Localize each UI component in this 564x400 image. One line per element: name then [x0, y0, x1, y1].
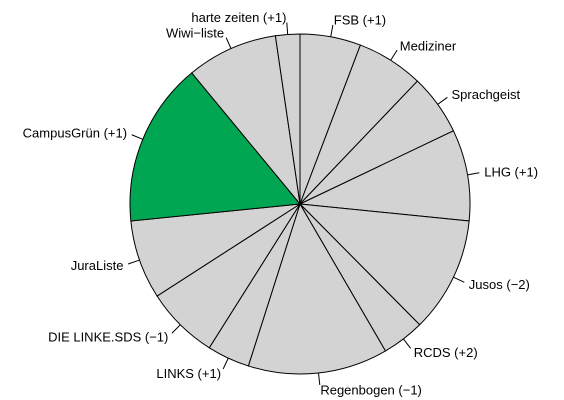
label-links-1: LINKS (+1) [156, 366, 221, 381]
leader-links-1 [222, 357, 229, 370]
leader-campusgr-n-1 [131, 134, 143, 140]
slice-labels: FSB (+1) Mediziner Sprachgeist LHG (+1) Juso… [23, 10, 538, 397]
leader-juraliste [128, 259, 140, 265]
label-campusgr-n-1: CampusGrün (+1) [23, 125, 127, 140]
label-leaders [128, 22, 480, 385]
leader-fsb-1 [330, 24, 334, 37]
label-jusos-2: Jusos (−2) [469, 277, 530, 292]
label-mediziner: Mediziner [400, 38, 457, 53]
leader-rcds-2 [402, 338, 412, 349]
leader-mediziner [390, 49, 398, 61]
label-wiwi-liste: Wiwi−liste [166, 26, 224, 41]
slice-wiwi-liste [191, 35, 301, 206]
label-lhg-1: LHG (+1) [484, 164, 538, 179]
leader-wiwi-liste [225, 37, 232, 49]
leader-regenbogen-1 [317, 372, 321, 385]
label-regenbogen-1: Regenbogen (−1) [320, 382, 422, 397]
leader-sprachgeist [437, 96, 448, 105]
leader-die-linke-sds-1 [171, 324, 181, 334]
slice-lhg-1 [298, 130, 471, 222]
leader-lhg-1 [467, 172, 480, 176]
label-juraliste: JuraListe [71, 258, 124, 273]
label-sprachgeist: Sprachgeist [451, 87, 520, 102]
label-rcds-2: RCDS (+2) [414, 345, 478, 360]
pie-slices [129, 33, 471, 375]
label-die-linke-sds-1: DIE LINKE.SDS (−1) [48, 329, 168, 344]
slice-jusos-2 [298, 203, 470, 326]
leader-jusos-2 [453, 276, 465, 283]
label-fsb-1: FSB (+1) [334, 13, 386, 28]
leader-harte-zeiten-1 [286, 22, 289, 35]
slice-campusgr-n-1 [129, 72, 301, 222]
label-harte-zeiten-1: harte zeiten (+1) [191, 10, 286, 25]
